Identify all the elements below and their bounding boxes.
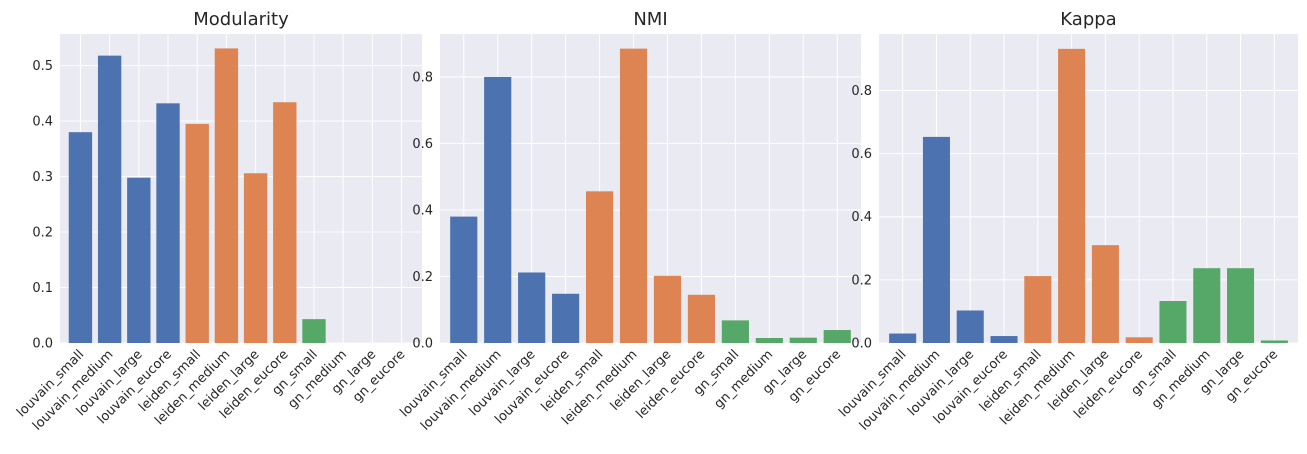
bar-leiden_small[interactable]	[185, 123, 209, 344]
y-tick-label: 0.6	[851, 147, 872, 162]
bar-leiden_small[interactable]	[585, 191, 614, 343]
bar-gn_medium[interactable]	[755, 338, 783, 343]
bar-leiden_large[interactable]	[653, 275, 682, 343]
bar-leiden_large[interactable]	[243, 173, 268, 343]
bar-louvain_medium[interactable]	[922, 136, 950, 343]
bar-gn_large[interactable]	[1227, 268, 1255, 343]
bar-leiden_eucore[interactable]	[273, 102, 297, 343]
bar-gn_medium[interactable]	[1193, 268, 1221, 343]
chart-panel-0: 0.00.10.20.30.40.5louvain_smalllouvain_m…	[14, 9, 422, 434]
y-tick-label: 0.5	[32, 59, 53, 74]
bar-leiden_medium[interactable]	[214, 48, 239, 343]
bar-louvain_large[interactable]	[518, 272, 546, 343]
bar-gn_small[interactable]	[1159, 301, 1187, 343]
y-tick-label: 0.4	[851, 210, 872, 225]
y-tick-label: 0.0	[412, 337, 433, 352]
bar-louvain_large[interactable]	[127, 177, 151, 343]
bar-louvain_medium[interactable]	[97, 55, 122, 343]
y-tick-label: 0.4	[32, 115, 53, 130]
y-tick-label: 0.2	[32, 226, 53, 241]
bar-leiden_eucore[interactable]	[1125, 337, 1153, 343]
chart-title: Kappa	[1060, 9, 1116, 30]
y-tick-label: 0.2	[412, 270, 433, 285]
bar-leiden_large[interactable]	[1091, 245, 1119, 343]
bar-gn_large[interactable]	[789, 337, 817, 343]
y-tick-label: 0.8	[851, 84, 872, 99]
y-tick-label: 0.0	[32, 337, 53, 352]
bar-louvain_small[interactable]	[68, 132, 93, 343]
bar-gn_eucore[interactable]	[823, 330, 851, 343]
bar-gn_small[interactable]	[721, 320, 749, 343]
bar-louvain_large[interactable]	[956, 310, 984, 343]
bar-louvain_eucore[interactable]	[990, 336, 1018, 343]
bar-leiden_small[interactable]	[1024, 276, 1052, 343]
bar-leiden_medium[interactable]	[619, 48, 648, 343]
y-tick-label: 0.3	[32, 170, 53, 185]
y-tick-label: 0.4	[412, 203, 433, 218]
bar-gn_eucore[interactable]	[1260, 340, 1288, 343]
bar-louvain_small[interactable]	[450, 216, 478, 343]
chart-panel-1: 0.00.20.40.60.8louvain_smalllouvain_medi…	[397, 9, 861, 434]
bar-leiden_eucore[interactable]	[687, 294, 716, 343]
y-tick-label: 0.0	[851, 337, 872, 352]
bar-leiden_medium[interactable]	[1058, 48, 1086, 343]
bar-louvain_medium[interactable]	[484, 76, 512, 344]
bar-louvain_eucore[interactable]	[156, 103, 180, 344]
y-tick-label: 0.2	[851, 273, 872, 288]
y-tick-label: 0.8	[412, 70, 433, 85]
chart-title: NMI	[633, 9, 667, 30]
y-tick-label: 0.6	[412, 137, 433, 152]
chart-title: Modularity	[193, 9, 289, 30]
bar-gn_small[interactable]	[302, 319, 326, 343]
bar-louvain_eucore[interactable]	[552, 293, 580, 343]
chart-panel-2: 0.00.20.40.60.8louvain_smalllouvain_medi…	[836, 9, 1298, 434]
y-tick-label: 0.1	[32, 281, 53, 296]
bar-louvain_small[interactable]	[889, 333, 917, 343]
